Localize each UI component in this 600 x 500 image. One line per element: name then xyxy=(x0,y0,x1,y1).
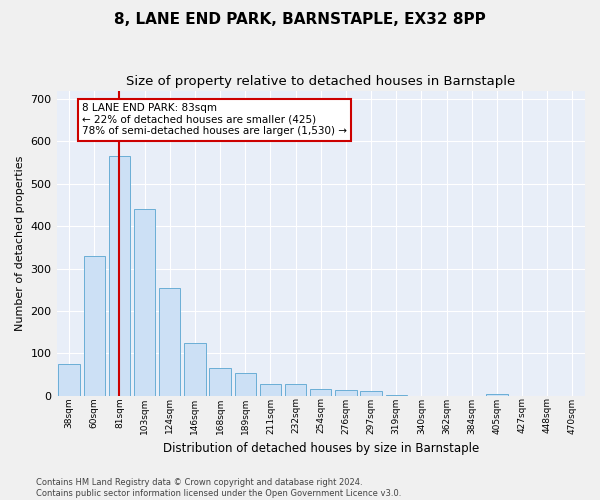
Bar xyxy=(235,372,256,396)
X-axis label: Distribution of detached houses by size in Barnstaple: Distribution of detached houses by size … xyxy=(163,442,479,455)
Bar xyxy=(335,390,356,396)
Title: Size of property relative to detached houses in Barnstaple: Size of property relative to detached ho… xyxy=(126,75,515,88)
Bar xyxy=(386,394,407,396)
Y-axis label: Number of detached properties: Number of detached properties xyxy=(15,156,25,331)
Bar xyxy=(134,210,155,396)
Bar xyxy=(285,384,307,396)
Bar xyxy=(184,343,206,396)
Bar xyxy=(361,391,382,396)
Bar xyxy=(209,368,231,396)
Bar xyxy=(260,384,281,396)
Text: Contains HM Land Registry data © Crown copyright and database right 2024.
Contai: Contains HM Land Registry data © Crown c… xyxy=(36,478,401,498)
Bar xyxy=(310,389,331,396)
Bar xyxy=(109,156,130,396)
Bar xyxy=(58,364,80,396)
Text: 8 LANE END PARK: 83sqm
← 22% of detached houses are smaller (425)
78% of semi-de: 8 LANE END PARK: 83sqm ← 22% of detached… xyxy=(82,104,347,136)
Bar xyxy=(83,256,105,396)
Bar xyxy=(486,394,508,396)
Bar xyxy=(159,288,181,396)
Text: 8, LANE END PARK, BARNSTAPLE, EX32 8PP: 8, LANE END PARK, BARNSTAPLE, EX32 8PP xyxy=(114,12,486,28)
